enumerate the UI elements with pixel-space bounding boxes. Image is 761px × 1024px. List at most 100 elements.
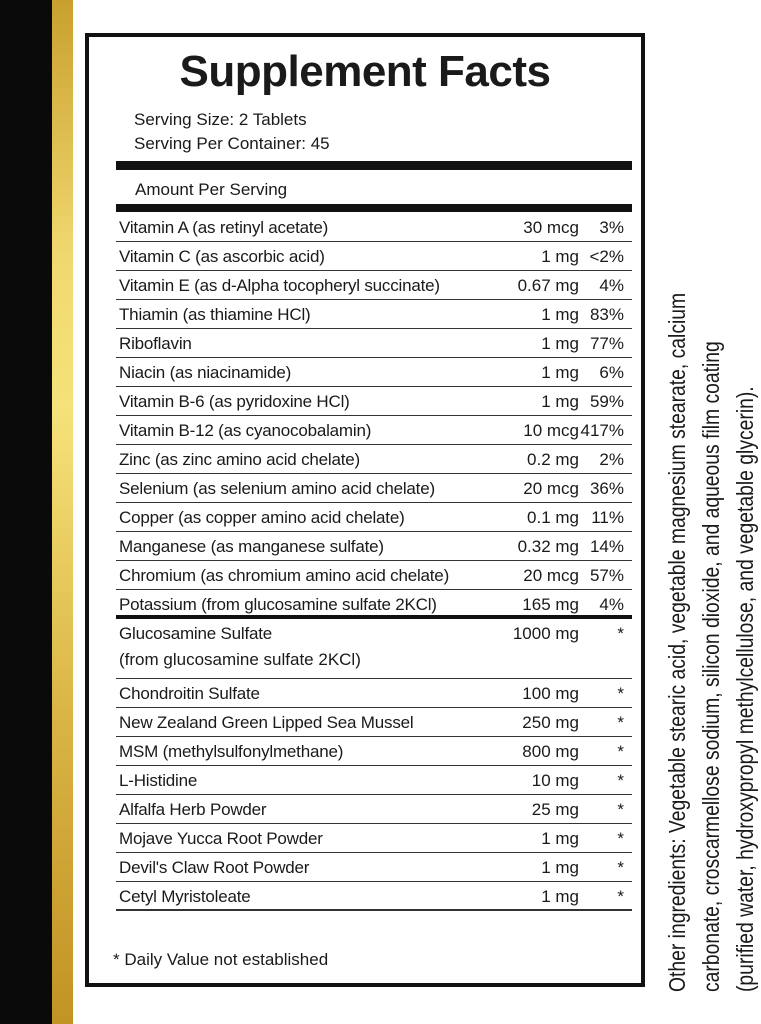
nutrient-amount: 1 mg [541,247,579,266]
nutrient-name: Alfalfa Herb Powder [119,800,267,819]
nutrient-name: Vitamin A (as retinyl acetate) [119,218,329,237]
nutrient-name: Niacin (as niacinamide) [119,363,292,382]
table-row: Devil's Claw Root Powder 1 mg * [116,853,632,882]
nutrient-amount: 0.1 mg [527,508,579,527]
nutrient-name: Chromium (as chromium amino acid chelate… [119,566,450,585]
other-ingredients-line: Other ingredients: Vegetable stearic aci… [664,292,690,992]
nutrient-amount: 25 mg [531,800,579,819]
daily-value: 11% [591,508,624,527]
nutrient-amount: 0.2 mg [527,450,579,469]
nutrient-name: Cetyl Myristoleate [119,887,251,906]
table-row: L-Histidine 10 mg * [116,766,632,795]
daily-value: <2% [589,247,625,266]
nutrient-name: Glucosamine Sulfate [119,624,273,643]
servings-per-container: Serving Per Container: 45 [134,134,330,153]
nutrient-table: Vitamin A (as retinyl acetate) 30 mcg 3% Vi… [116,213,632,911]
nutrient-name: Selenium (as selenium amino acid chelate… [119,479,435,498]
table-row: MSM (methylsulfonylmethane) 800 mg * [116,737,632,766]
nutrient-amount: 0.67 mg [517,276,579,295]
daily-value: 59% [589,392,624,411]
daily-value: 36% [589,479,624,498]
nutrient-name: Zinc (as zinc amino acid chelate) [119,450,360,469]
table-row: Selenium (as selenium amino acid chelate… [116,474,632,503]
table-row: Mojave Yucca Root Powder 1 mg * [116,824,632,853]
nutrient-name: Vitamin B-6 (as pyridoxine HCl) [119,392,350,411]
nutrient-name: Thiamin (as thiamine HCl) [119,305,311,324]
nutrient-name: Manganese (as manganese sulfate) [119,537,384,556]
table-row: Manganese (as manganese sulfate) 0.32 mg 1… [116,532,632,561]
other-ingredients-line: carbonate, croscarmellose sodium, silico… [698,341,724,992]
table-row: Vitamin A (as retinyl acetate) 30 mcg 3% [116,213,632,242]
table-row: Cetyl Myristoleate 1 mg * [116,882,632,911]
nutrient-name: Riboflavin [119,334,192,353]
nutrient-amount: 100 mg [522,684,579,703]
table-row: Vitamin B-6 (as pyridoxine HCl) 1 mg 59% [116,387,632,416]
table-row: Vitamin C (as ascorbic acid) 1 mg <2% [116,242,632,271]
table-row: Potassium (from glucosamine sulfate 2KCl… [116,590,632,619]
thick-divider [116,161,632,170]
table-row: Alfalfa Herb Powder 25 mg * [116,795,632,824]
nutrient-amount: 10 mcg [523,421,579,440]
nutrient-name-detail: (from glucosamine sulfate 2KCl) [119,650,361,669]
thick-divider [116,204,632,212]
serving-size: Serving Size: 2 Tablets [134,110,307,129]
daily-value: * [617,713,624,732]
nutrient-amount: 20 mcg [523,479,579,498]
footnote: * Daily Value not established [113,950,329,969]
nutrient-amount: 1 mg [541,858,579,877]
daily-value: 6% [599,363,624,382]
nutrient-amount: 30 mcg [523,218,579,237]
nutrient-amount: 800 mg [522,742,579,761]
table-row: Chromium (as chromium amino acid chelate… [116,561,632,590]
nutrient-amount: 250 mg [522,713,579,732]
nutrient-amount: 20 mcg [523,566,579,585]
nutrient-name: Vitamin B-12 (as cyanocobalamin) [119,421,372,440]
daily-value: 57% [589,566,624,585]
nutrient-name: Mojave Yucca Root Powder [119,829,323,848]
nutrient-amount: 1 mg [541,887,579,906]
daily-value: * [617,771,624,790]
daily-value: 14% [589,537,624,556]
table-row: Vitamin E (as d-Alpha tocopheryl succina… [116,271,632,300]
daily-value: * [617,858,624,877]
daily-value: * [617,684,624,703]
table-row: New Zealand Green Lipped Sea Mussel 250 m… [116,708,632,737]
panel-title: Supplement Facts [179,47,551,96]
daily-value: * [617,624,624,643]
daily-value: * [617,887,624,906]
daily-value: * [617,800,624,819]
table-row: Copper (as copper amino acid chelate) 0.1… [116,503,632,532]
nutrient-name: New Zealand Green Lipped Sea Mussel [119,713,414,732]
nutrient-amount: 1 mg [541,829,579,848]
daily-value: 3% [599,218,624,237]
black-border-strip [0,0,52,1024]
gold-border-strip [52,0,73,1024]
table-row: Zinc (as zinc amino acid chelate) 0.2 mg 2… [116,445,632,474]
table-row: Riboflavin 1 mg 77% [116,329,632,358]
nutrient-name: Copper (as copper amino acid chelate) [119,508,405,527]
daily-value: * [617,829,624,848]
nutrient-name: L-Histidine [119,771,198,790]
daily-value: 77% [589,334,624,353]
nutrient-name: Devil's Claw Root Powder [119,858,310,877]
nutrient-amount: 0.32 mg [517,537,579,556]
nutrient-amount: 165 mg [522,595,579,614]
daily-value: 4% [599,595,624,614]
daily-value: * [617,742,624,761]
table-row: Chondroitin Sulfate 100 mg * [116,679,632,708]
nutrient-amount: 1 mg [541,392,579,411]
other-ingredients-line: (purified water, hydroxypropyl methylcel… [732,386,758,992]
nutrient-name: Vitamin C (as ascorbic acid) [119,247,325,266]
daily-value: 2% [599,450,624,469]
nutrient-amount: 1000 mg [512,624,579,643]
nutrient-name: Vitamin E (as d-Alpha tocopheryl succina… [119,276,440,295]
table-row: Niacin (as niacinamide) 1 mg 6% [116,358,632,387]
nutrient-name: Chondroitin Sulfate [119,684,260,703]
other-ingredients: Other ingredients: Vegetable stearic aci… [660,32,760,992]
table-row: Thiamin (as thiamine HCl) 1 mg 83% [116,300,632,329]
table-row: Glucosamine Sulfate 1000 mg * (from glucosa… [116,619,632,679]
nutrient-amount: 1 mg [541,305,579,324]
nutrient-amount: 1 mg [541,363,579,382]
supplement-facts-panel: Supplement Facts Serving Size: 2 Tablets… [85,33,645,987]
nutrient-name: MSM (methylsulfonylmethane) [119,742,344,761]
